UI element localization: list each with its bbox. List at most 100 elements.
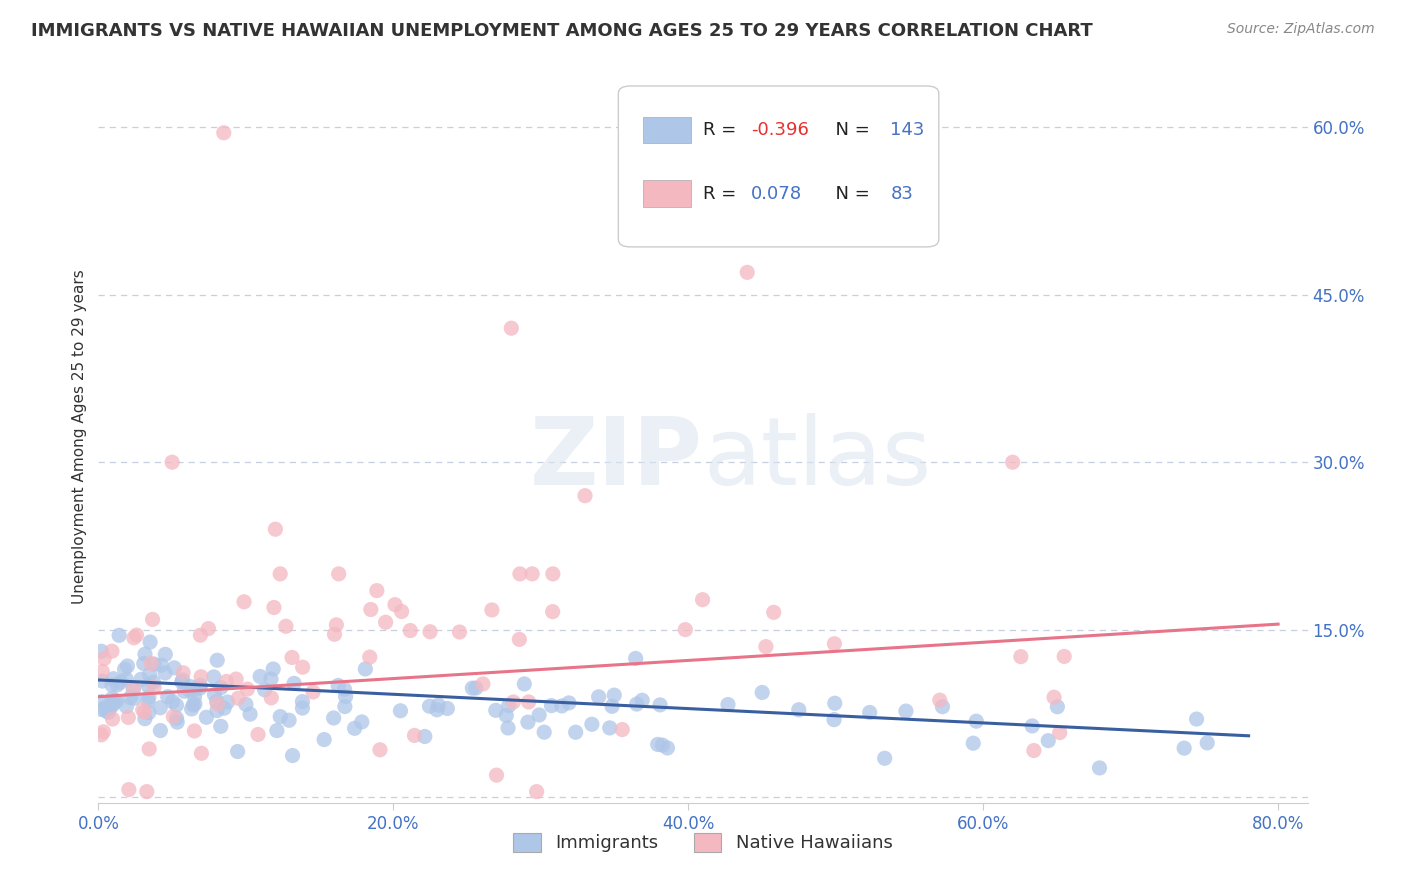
Point [139, 657, 162, 671]
Point [787, 703, 810, 717]
Point [328, 566, 350, 581]
Point [149, 700, 172, 714]
Point [350, 714, 373, 729]
Point [190, 628, 212, 642]
Point [508, 632, 530, 647]
Point [1038, 733, 1060, 747]
Point [631, 693, 654, 707]
Point [134, 712, 156, 726]
Point [100, 700, 122, 714]
Point [138, 742, 160, 756]
Point [1053, 649, 1076, 664]
Point [105, 694, 128, 708]
Point [233, 595, 256, 609]
Point [236, 682, 259, 697]
Point [581, 717, 603, 731]
Point [527, 708, 550, 723]
Point [138, 667, 160, 681]
Point [823, 637, 845, 651]
Point [322, 711, 344, 725]
Point [114, 662, 136, 676]
Y-axis label: Unemployment Among Ages 25 to 29 years: Unemployment Among Ages 25 to 29 years [72, 269, 87, 605]
Point [333, 699, 356, 714]
Point [426, 703, 449, 717]
Point [205, 694, 228, 708]
Point [1197, 736, 1219, 750]
Point [419, 624, 441, 639]
Point [101, 712, 124, 726]
Point [263, 600, 285, 615]
Point [368, 743, 391, 757]
Point [436, 701, 458, 715]
Text: R =: R = [703, 121, 742, 139]
Point [94, 704, 117, 718]
Point [149, 723, 172, 738]
Point [513, 677, 536, 691]
Point [103, 694, 125, 708]
Point [202, 670, 225, 684]
Point [136, 679, 159, 693]
Point [516, 715, 538, 730]
Point [101, 644, 124, 658]
Text: ZIP: ZIP [530, 413, 703, 505]
Point [188, 681, 211, 695]
Point [692, 592, 714, 607]
FancyBboxPatch shape [643, 117, 690, 143]
Point [540, 698, 562, 713]
Point [115, 699, 138, 714]
Point [139, 635, 162, 649]
Point [333, 682, 356, 697]
Point [1001, 455, 1024, 469]
Point [551, 698, 574, 713]
Point [323, 627, 346, 641]
Point [156, 690, 179, 704]
Point [197, 622, 219, 636]
Point [179, 683, 201, 698]
Point [155, 648, 177, 662]
Point [281, 650, 304, 665]
Point [90, 695, 112, 709]
Point [735, 265, 758, 279]
Point [600, 699, 623, 714]
Point [464, 681, 486, 695]
Point [624, 651, 647, 665]
Point [260, 690, 283, 705]
Point [93, 724, 115, 739]
Point [215, 674, 238, 689]
Point [135, 784, 157, 798]
Point [533, 725, 555, 739]
Point [502, 695, 524, 709]
Point [374, 615, 396, 630]
Point [965, 714, 987, 728]
Point [599, 721, 621, 735]
Point [496, 721, 519, 735]
Point [647, 738, 669, 752]
Point [325, 617, 347, 632]
Point [204, 688, 226, 702]
Point [291, 701, 314, 715]
Point [391, 605, 413, 619]
Point [184, 697, 207, 711]
Point [485, 768, 508, 782]
Point [269, 566, 291, 581]
Point [225, 672, 247, 686]
Point [612, 723, 634, 737]
Point [122, 691, 145, 706]
Point [115, 673, 138, 687]
Point [101, 691, 124, 706]
Text: -0.396: -0.396 [751, 121, 810, 139]
Point [461, 681, 484, 695]
Point [717, 698, 740, 712]
Point [673, 623, 696, 637]
Point [1043, 690, 1066, 705]
Text: R =: R = [703, 185, 742, 202]
Point [471, 677, 494, 691]
Point [173, 684, 195, 698]
Point [260, 672, 283, 686]
Point [209, 681, 232, 695]
Point [274, 619, 297, 633]
Point [212, 701, 235, 715]
Point [291, 660, 314, 674]
Point [495, 708, 517, 723]
Point [129, 672, 152, 686]
